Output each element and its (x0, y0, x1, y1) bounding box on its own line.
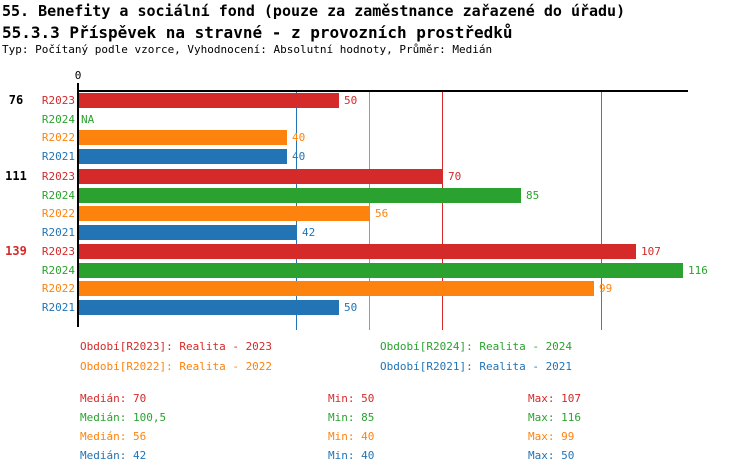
stat-max-r2023: Max: 107 (528, 392, 581, 405)
bar (79, 281, 594, 296)
group-label: 111 (5, 169, 27, 183)
bar-value-label: 40 (292, 150, 306, 163)
series-tick-label: R2024 (41, 264, 75, 277)
series-tick-label: R2024 (41, 113, 75, 126)
x-axis-line (77, 90, 688, 92)
series-tick-label: R2022 (41, 207, 75, 220)
bar (79, 206, 370, 221)
median-line-r2023 (442, 92, 443, 330)
bar-value-label: NA (81, 113, 95, 126)
stat-max-r2024: Max: 116 (528, 411, 581, 424)
bar (79, 149, 287, 164)
stat-min-r2021: Min: 40 (328, 449, 375, 462)
report-subtitle: Typ: Počítaný podle vzorce, Vyhodnocení:… (2, 43, 493, 56)
bar (79, 130, 287, 145)
bar-value-label: 40 (292, 131, 306, 144)
bar-value-label: 99 (599, 282, 613, 295)
bar (79, 93, 339, 108)
group-label: 139 (5, 244, 27, 258)
stat-max-r2022: Max: 99 (528, 430, 575, 443)
series-tick-label: R2024 (41, 189, 75, 202)
y-axis-line (77, 83, 79, 327)
bar-value-label: 116 (688, 264, 708, 277)
bar (79, 225, 297, 240)
bar (79, 300, 339, 315)
bar (79, 188, 521, 203)
legend-item-r2023: Období[R2023]: Realita - 2023 (80, 340, 273, 353)
stat-median-r2023: Medián: 70 (80, 392, 147, 405)
bar (79, 263, 683, 278)
bar-value-label: 42 (302, 226, 316, 239)
x-axis-zero-tick-label: 0 (74, 69, 82, 82)
bar-value-label: 70 (448, 170, 462, 183)
series-tick-label: R2022 (41, 282, 75, 295)
series-tick-label: R2021 (41, 301, 75, 314)
stat-min-r2024: Min: 85 (328, 411, 375, 424)
series-tick-label: R2023 (41, 170, 75, 183)
stat-min-r2023: Min: 50 (328, 392, 375, 405)
series-tick-label: R2023 (41, 245, 75, 258)
stat-min-r2022: Min: 40 (328, 430, 375, 443)
bar-value-label: 56 (375, 207, 389, 220)
bar-value-label: 107 (641, 245, 661, 258)
bar-value-label: 50 (344, 301, 358, 314)
stat-median-r2021: Medián: 42 (80, 449, 147, 462)
legend-item-r2024: Období[R2024]: Realita - 2024 (380, 340, 573, 353)
series-tick-label: R2023 (41, 94, 75, 107)
bar (79, 169, 443, 184)
stat-median-r2022: Medián: 56 (80, 430, 147, 443)
median-line-r2024 (601, 92, 602, 330)
bar-value-label: 85 (526, 189, 540, 202)
series-tick-label: R2021 (41, 226, 75, 239)
report-title-line1: 55. Benefity a sociální fond (pouze za z… (2, 2, 626, 20)
group-label: 76 (8, 93, 24, 107)
bar (79, 244, 636, 259)
stat-median-r2024: Medián: 100,5 (80, 411, 167, 424)
report-title-line2: 55.3.3 Příspěvek na stravné - z provozní… (2, 23, 513, 42)
legend-item-r2021: Období[R2021]: Realita - 2021 (380, 360, 573, 373)
series-tick-label: R2022 (41, 131, 75, 144)
bar-value-label: 50 (344, 94, 358, 107)
stat-max-r2021: Max: 50 (528, 449, 575, 462)
series-tick-label: R2021 (41, 150, 75, 163)
legend-item-r2022: Období[R2022]: Realita - 2022 (80, 360, 273, 373)
